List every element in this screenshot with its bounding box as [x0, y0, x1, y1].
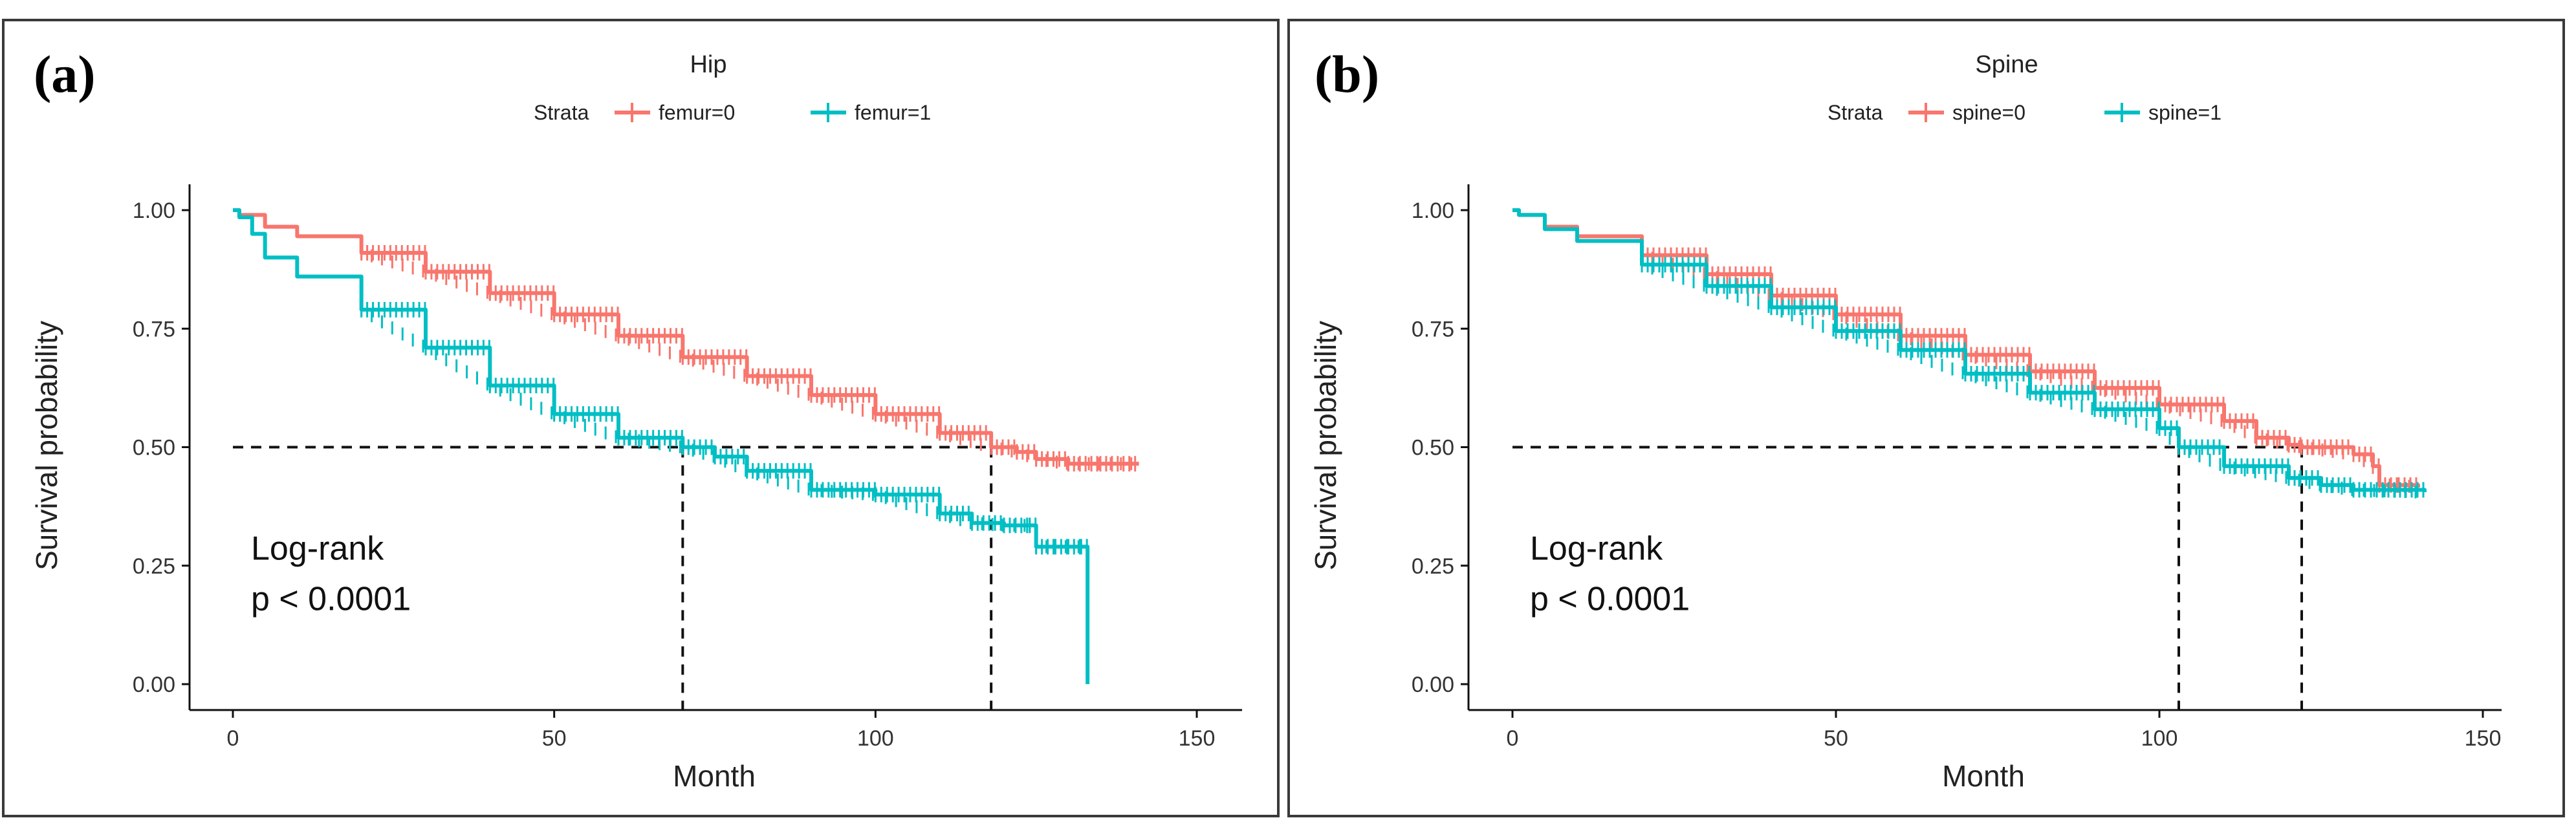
panel-b-frame: [1287, 19, 2565, 817]
y-tick-label: 1.00: [133, 199, 175, 223]
y-tick-label: 0.50: [133, 436, 175, 460]
km-curve-spine=0: [1512, 208, 2420, 488]
pvalue-label: p < 0.0001: [251, 580, 411, 618]
y-axis-label: Survival probability: [30, 321, 63, 570]
censor-marks-spine=1: [1641, 257, 2425, 499]
y-tick-label: 0.75: [133, 317, 175, 341]
x-tick-label: 150: [1179, 726, 1216, 751]
y-tick-label: 0.00: [1412, 673, 1454, 697]
x-tick-label: 50: [1824, 726, 1848, 751]
legend-label-femur=0: femur=0: [659, 101, 735, 124]
legend-title: Strata: [1828, 101, 1883, 124]
censor-marks-femur=1: [360, 301, 1088, 555]
x-tick-label: 0: [227, 726, 239, 751]
x-tick-label: 150: [2465, 726, 2502, 751]
x-axis-label: Month: [1942, 759, 2025, 793]
chart-title: Hip: [690, 51, 726, 78]
y-tick-label: 0.25: [1412, 554, 1454, 579]
y-tick-label: 0.25: [133, 554, 175, 579]
y-tick-label: 1.00: [1412, 199, 1454, 223]
x-tick-label: 50: [542, 726, 567, 751]
panel-a-frame: [2, 19, 1280, 817]
panel-label-b: (b): [1315, 45, 1380, 103]
legend-title: Strata: [534, 101, 589, 124]
y-tick-label: 0.00: [133, 673, 175, 697]
legend-label-spine=1: spine=1: [2148, 101, 2221, 124]
x-axis-label: Month: [673, 759, 756, 793]
logrank-label: Log-rank: [1530, 530, 1663, 567]
logrank-label: Log-rank: [251, 530, 384, 567]
pvalue-label: p < 0.0001: [1530, 580, 1690, 618]
legend-label-spine=0: spine=0: [1952, 101, 2025, 124]
chart-panel-a: Hip Strata femur=0 femur=1 0.00 0.25 0.50 0.75 1…: [30, 51, 1242, 793]
x-tick-label: 0: [1507, 726, 1519, 751]
panel-label-a: (a): [34, 45, 96, 103]
x-tick-label: 100: [857, 726, 894, 751]
y-tick-label: 0.50: [1412, 436, 1454, 460]
y-tick-label: 0.75: [1412, 317, 1454, 341]
legend-label-femur=1: femur=1: [855, 101, 931, 124]
x-tick-label: 100: [2141, 726, 2178, 751]
chart-panel-b: Spine Strata spine=0 spine=1 0.00 0.25 0.50 0.7…: [1309, 51, 2502, 793]
censor-marks-femur=0: [360, 244, 1137, 472]
km-curve-femur=0: [233, 208, 1139, 466]
y-axis-label: Survival probability: [1309, 321, 1342, 570]
chart-title: Spine: [1975, 51, 2038, 78]
